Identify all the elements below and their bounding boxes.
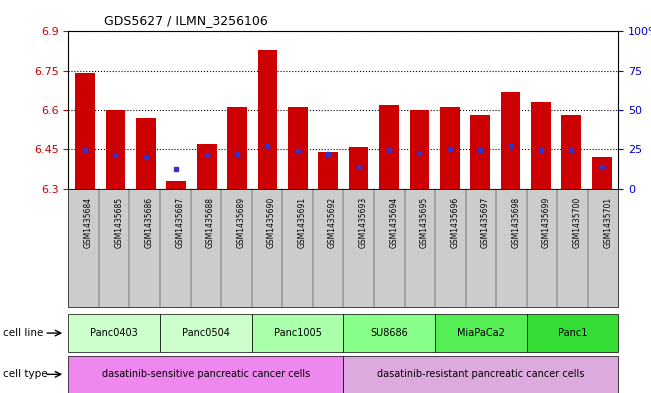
Text: Panc0504: Panc0504 (182, 328, 230, 338)
Bar (76, 73, 95, 189)
Text: GSM1435691: GSM1435691 (298, 196, 307, 248)
Text: Panc0403: Panc0403 (90, 328, 138, 338)
Bar (318, 152, 338, 189)
Text: GSM1435687: GSM1435687 (175, 196, 184, 248)
Text: dasatinib-resistant pancreatic cancer cells: dasatinib-resistant pancreatic cancer ce… (377, 369, 585, 379)
Bar (592, 157, 611, 189)
Bar (440, 107, 460, 189)
Bar (379, 105, 399, 189)
Text: dasatinib-sensitive pancreatic cancer cells: dasatinib-sensitive pancreatic cancer ce… (102, 369, 310, 379)
Text: GSM1435688: GSM1435688 (206, 196, 215, 248)
Text: GSM1435684: GSM1435684 (83, 196, 92, 248)
Bar (531, 102, 551, 189)
Text: GSM1435700: GSM1435700 (573, 196, 581, 248)
Text: GSM1435686: GSM1435686 (145, 196, 154, 248)
Text: Panc1005: Panc1005 (273, 328, 322, 338)
Text: GSM1435701: GSM1435701 (603, 196, 612, 248)
Bar (258, 50, 277, 189)
Text: GSM1435699: GSM1435699 (542, 196, 551, 248)
Bar (409, 110, 429, 189)
Bar (167, 181, 186, 189)
Text: MiaPaCa2: MiaPaCa2 (457, 328, 505, 338)
Bar (349, 147, 368, 189)
Text: GSM1435685: GSM1435685 (114, 196, 123, 248)
Bar (105, 110, 126, 189)
Text: GSM1435695: GSM1435695 (420, 196, 429, 248)
Text: GSM1435692: GSM1435692 (328, 196, 337, 248)
Bar (288, 107, 308, 189)
Text: GSM1435698: GSM1435698 (512, 196, 521, 248)
Text: GSM1435690: GSM1435690 (267, 196, 276, 248)
Text: GSM1435694: GSM1435694 (389, 196, 398, 248)
Text: SU8686: SU8686 (370, 328, 408, 338)
Bar (470, 115, 490, 189)
Text: GDS5627 / ILMN_3256106: GDS5627 / ILMN_3256106 (104, 14, 268, 27)
Bar (197, 144, 217, 189)
Text: GSM1435696: GSM1435696 (450, 196, 460, 248)
Bar (136, 118, 156, 189)
Bar (561, 115, 581, 189)
Bar (227, 107, 247, 189)
Text: cell type: cell type (3, 369, 48, 379)
Bar (501, 92, 520, 189)
Text: GSM1435689: GSM1435689 (236, 196, 245, 248)
Text: cell line: cell line (3, 328, 44, 338)
Text: GSM1435697: GSM1435697 (481, 196, 490, 248)
Text: GSM1435693: GSM1435693 (359, 196, 368, 248)
Text: Panc1: Panc1 (558, 328, 587, 338)
